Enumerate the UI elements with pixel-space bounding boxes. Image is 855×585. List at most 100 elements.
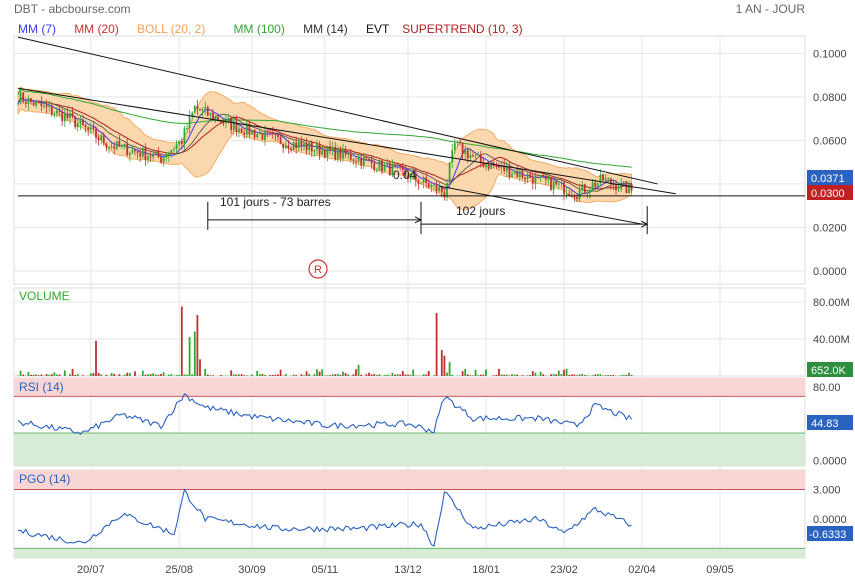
volume-bar [563, 370, 565, 376]
candle-body [228, 119, 230, 120]
candle-body [589, 190, 591, 192]
candle-body [30, 98, 32, 102]
volume-bar [275, 375, 277, 376]
candle-body [275, 134, 277, 135]
candle-body [353, 160, 355, 161]
candle-body [295, 142, 297, 148]
volume-bar [366, 374, 368, 376]
candle-body [262, 133, 264, 140]
candle-body [431, 185, 433, 187]
volume-bar [485, 369, 487, 376]
candle-body [462, 143, 464, 154]
volume-bar [28, 372, 30, 376]
chart-source-title: DBT - abcbourse.com [14, 2, 131, 16]
volume-bar [496, 375, 498, 376]
pgo-overbought-zone [14, 470, 805, 490]
event-marker[interactable]: R [309, 260, 327, 278]
volume-bar [610, 375, 612, 376]
candle-body [220, 121, 222, 123]
volume-bar [72, 369, 74, 376]
candle-body [277, 134, 279, 137]
candle-body [386, 163, 388, 165]
volume-bar [64, 370, 66, 376]
candle-body [251, 130, 253, 135]
volume-bar [384, 375, 386, 376]
candle-body [147, 156, 149, 159]
volume-bar [631, 375, 633, 376]
candle-body [327, 146, 329, 157]
candle-body [563, 182, 565, 194]
candle-body [441, 187, 443, 192]
volume-bar [233, 374, 235, 376]
volume-bar [30, 375, 32, 376]
volume-bar [106, 375, 108, 376]
candle-body [519, 171, 521, 177]
volume-bar [259, 374, 261, 376]
volume-bar [503, 375, 505, 376]
volume-bar [147, 374, 149, 376]
candle-body [350, 154, 352, 160]
volume-bar [620, 375, 622, 376]
candle-body [506, 167, 508, 171]
candle-body [43, 105, 45, 106]
candle-body [550, 177, 552, 190]
volume-bar [77, 374, 79, 376]
volume-bar [316, 369, 318, 376]
candle-body [399, 165, 401, 166]
volume-bar [555, 374, 557, 376]
candle-body [470, 155, 472, 158]
volume-bar [371, 374, 373, 376]
volume-bar [594, 374, 596, 376]
volume-bar [605, 375, 607, 376]
candle-body [134, 150, 136, 151]
candle-body [373, 163, 375, 170]
candle-body [87, 127, 89, 130]
volume-bar [397, 374, 399, 376]
candle-body [555, 181, 557, 184]
volume-bar [59, 375, 61, 376]
volume-bar [506, 375, 508, 376]
candle-body [314, 150, 316, 151]
volume-bar [301, 374, 303, 376]
candle-body [165, 156, 167, 157]
volume-bar [111, 373, 113, 376]
candle-body [529, 174, 531, 178]
volume-bar [20, 371, 22, 376]
candle-body [186, 128, 188, 129]
candle-body [545, 176, 547, 180]
candle-body [433, 185, 435, 186]
volume-bar [464, 369, 466, 376]
volume-bar [155, 375, 157, 376]
legend-item-4: MM (14) [303, 22, 348, 36]
indicator-legend: MM (7)MM (20)BOLL (20, 2)MM (100)MM (14)… [18, 22, 523, 36]
volume-bar [56, 374, 58, 376]
candle-body [298, 142, 300, 148]
volume-bar [584, 375, 586, 376]
candle-body [95, 129, 97, 138]
candle-body [464, 150, 466, 154]
rsi-overbought-zone [14, 378, 805, 396]
volume-bar [134, 371, 136, 376]
volume-bar [597, 374, 599, 376]
candle-body [288, 145, 290, 148]
candle-body [285, 145, 287, 148]
pgo-panel-title: PGO (14) [19, 472, 70, 486]
candle-body [124, 144, 126, 145]
volume-bar [332, 374, 334, 376]
pgo-last-value: -0.6333 [809, 529, 846, 541]
volume-bar [433, 375, 435, 376]
volume-bar [444, 356, 446, 376]
candle-body [178, 141, 180, 144]
volume-bar [581, 374, 583, 376]
volume-bar [535, 373, 537, 376]
candle-body [38, 101, 40, 102]
volume-bar [574, 374, 576, 376]
candle-body [241, 129, 243, 133]
volume-bar [373, 374, 375, 376]
volume-bar [451, 375, 453, 376]
chart-period-label: 1 AN - JOUR [736, 2, 806, 16]
volume-bar [48, 375, 50, 376]
candle-body [171, 150, 173, 153]
volume-bar [405, 375, 407, 376]
candle-body [41, 102, 43, 106]
